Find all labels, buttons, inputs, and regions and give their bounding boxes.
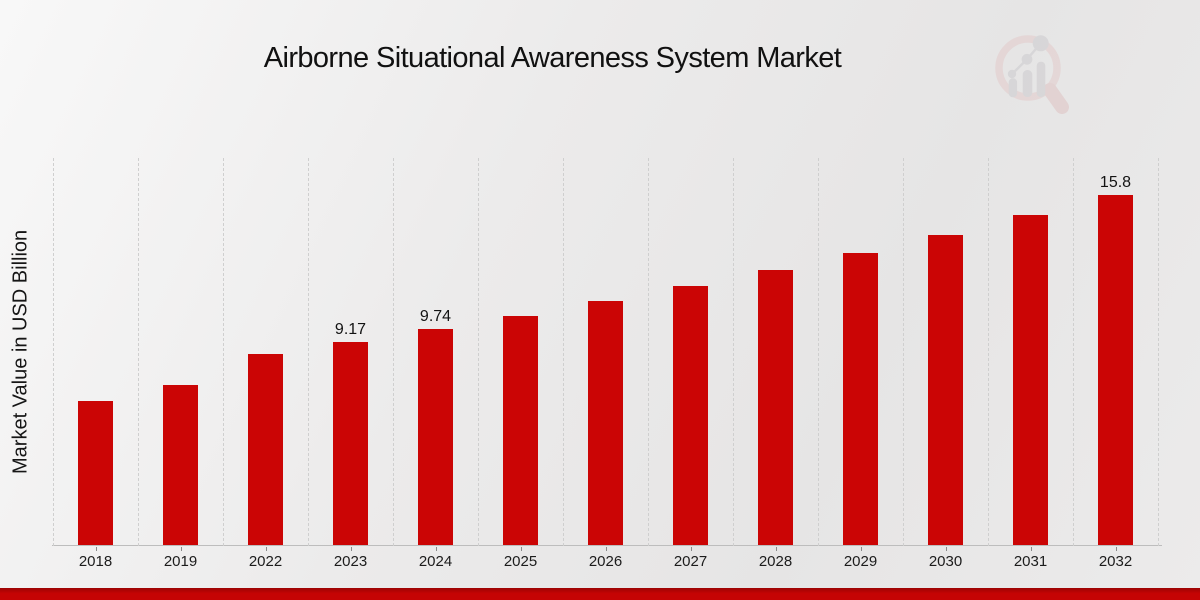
x-axis-tick (945, 547, 947, 551)
bar-2030 (928, 234, 963, 545)
footer-accent-bar (0, 588, 1200, 600)
gridline (563, 158, 564, 546)
gridline (223, 158, 224, 546)
bar-2029 (843, 253, 878, 545)
x-tick-label-2031: 2031 (1013, 553, 1048, 570)
plot-area: 9.17 9.74 15.8 (52, 158, 1162, 546)
gridline (53, 158, 54, 546)
gridline (138, 158, 139, 546)
x-tick-label-2018: 2018 (78, 553, 113, 570)
x-tick-label-2026: 2026 (588, 553, 623, 570)
x-tick-label-2019: 2019 (163, 553, 198, 570)
x-tick-label-2024: 2024 (418, 553, 453, 570)
bar-value-label: 9.74 (419, 308, 452, 326)
x-tick-label-2029: 2029 (843, 553, 878, 570)
x-axis-tick (860, 547, 862, 551)
chart-title: Airborne Situational Awareness System Ma… (263, 42, 842, 74)
x-axis-tick (1115, 547, 1117, 551)
bar-2031 (1013, 215, 1048, 545)
gridline (648, 158, 649, 546)
gridline (988, 158, 989, 546)
gridline (1073, 158, 1074, 546)
x-axis-tick (435, 547, 437, 551)
bar-2022 (248, 353, 283, 545)
x-tick-label-2032: 2032 (1098, 553, 1133, 570)
bar-2028 (758, 269, 793, 545)
x-tick-label-2028: 2028 (758, 553, 793, 570)
gridline (478, 158, 479, 546)
bar-2026 (588, 301, 623, 545)
gridline (1158, 158, 1159, 546)
x-axis-tick (775, 547, 777, 551)
gridline (393, 158, 394, 546)
bar-2018 (78, 400, 113, 545)
x-axis-tick (350, 547, 352, 551)
gridline (818, 158, 819, 546)
x-axis-tick (95, 547, 97, 551)
bar-value-label: 15.8 (1099, 173, 1132, 191)
magnifier-bar-chart-logo-icon (995, 35, 1069, 114)
x-tick-label-2027: 2027 (673, 553, 708, 570)
bar-2025 (503, 315, 538, 545)
x-tick-label-2022: 2022 (248, 553, 283, 570)
x-tick-label-2030: 2030 (928, 553, 963, 570)
gridline (308, 158, 309, 546)
gridline (733, 158, 734, 546)
bar-2019 (163, 385, 198, 545)
bar-2023: 9.17 (333, 321, 368, 545)
x-axis-tick (180, 547, 182, 551)
bar-2024: 9.74 (418, 308, 453, 545)
x-axis-line (52, 545, 1162, 546)
x-axis-tick (690, 547, 692, 551)
y-axis-label: Market Value in USD Billion (9, 229, 32, 475)
x-axis-tick (520, 547, 522, 551)
x-tick-label-2023: 2023 (333, 553, 368, 570)
x-tick-label-2025: 2025 (503, 553, 538, 570)
x-axis-tick (265, 547, 267, 551)
bar-value-label: 9.17 (334, 320, 367, 338)
x-axis-tick (605, 547, 607, 551)
gridline (903, 158, 904, 546)
bar-2027 (673, 286, 708, 545)
x-axis-tick (1030, 547, 1032, 551)
bar-2032: 15.8 (1098, 174, 1133, 545)
